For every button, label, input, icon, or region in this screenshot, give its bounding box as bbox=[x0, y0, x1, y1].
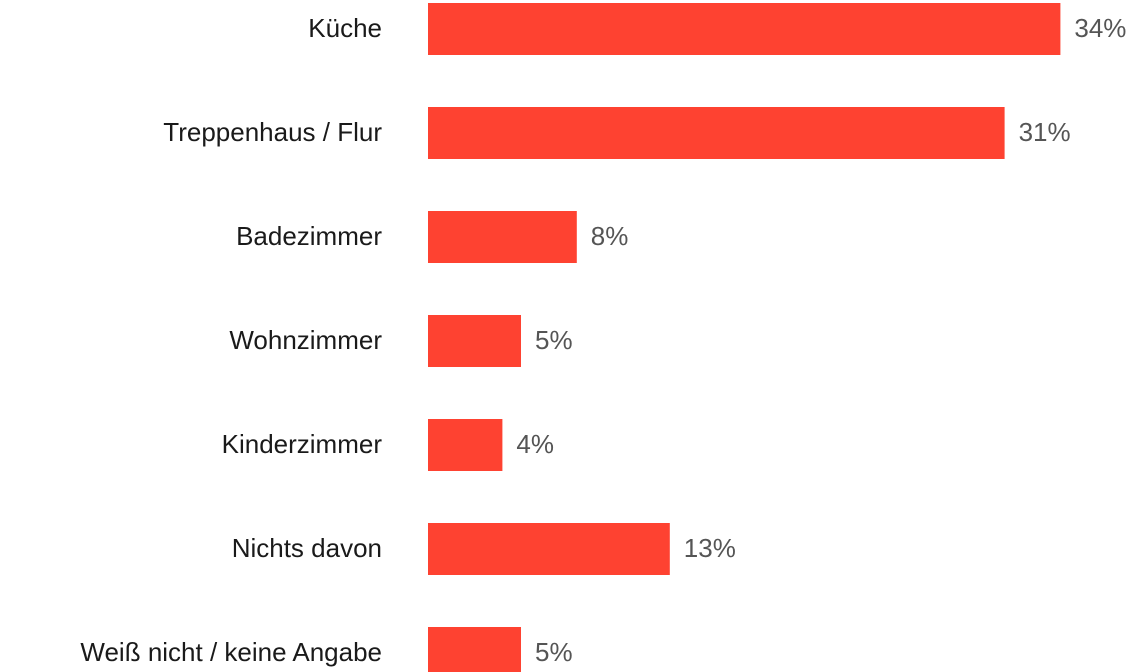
category-label: Badezimmer bbox=[236, 221, 382, 251]
bar bbox=[428, 627, 521, 672]
category-label: Wohnzimmer bbox=[229, 325, 382, 355]
value-label: 8% bbox=[591, 221, 629, 251]
value-label: 13% bbox=[684, 533, 736, 563]
bar bbox=[428, 107, 1005, 159]
value-label: 5% bbox=[535, 637, 573, 667]
bar bbox=[428, 523, 670, 575]
category-label: Weiß nicht / keine Angabe bbox=[80, 637, 382, 667]
category-label: Kinderzimmer bbox=[222, 429, 383, 459]
value-label: 31% bbox=[1019, 117, 1071, 147]
category-label: Küche bbox=[308, 13, 382, 43]
value-label: 4% bbox=[516, 429, 554, 459]
bar bbox=[428, 419, 503, 471]
value-label: 5% bbox=[535, 325, 573, 355]
bar bbox=[428, 211, 577, 263]
bar bbox=[428, 315, 521, 367]
category-label: Treppenhaus / Flur bbox=[163, 117, 382, 147]
bar bbox=[428, 3, 1061, 55]
category-label: Nichts davon bbox=[232, 533, 382, 563]
value-label: 34% bbox=[1074, 13, 1126, 43]
